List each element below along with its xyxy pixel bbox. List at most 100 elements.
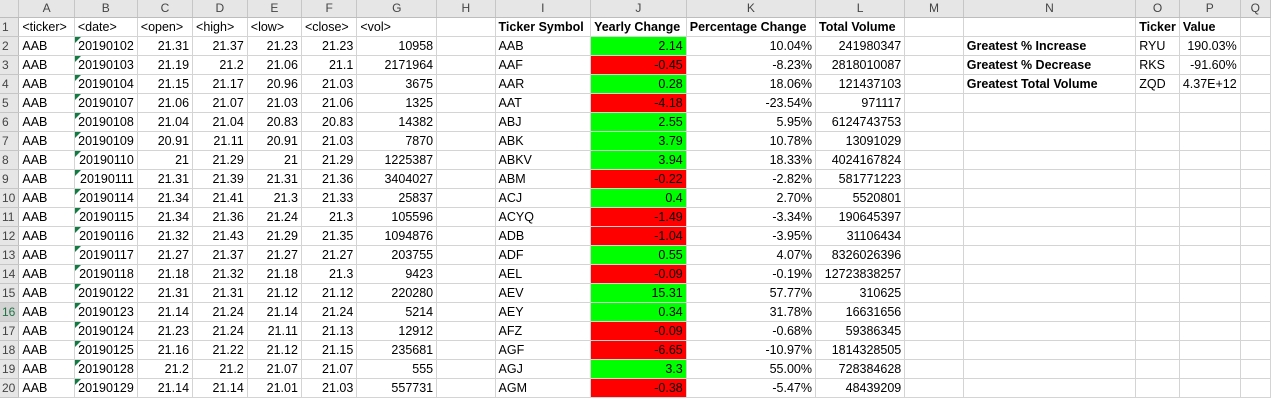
cell-empty[interactable] [436,378,496,398]
cell-empty[interactable] [436,226,496,246]
cell-vol[interactable]: 3404027 [356,169,438,189]
cell-empty[interactable] [1240,340,1271,360]
cell-vol[interactable]: 14382 [356,112,438,132]
cell-date[interactable]: 20190118 [74,264,138,284]
cell-ticker-symbol[interactable]: AAF [495,55,592,75]
column-header-l[interactable]: L [815,0,906,18]
cell-high[interactable]: 21.22 [192,340,248,360]
cell-ticker[interactable]: AAB [18,378,75,398]
cell-low[interactable]: 21.12 [247,283,302,303]
row-header-12[interactable]: 12 [0,226,20,246]
header-low[interactable]: <low> [247,17,302,37]
cell-empty[interactable] [436,359,496,379]
cell-empty[interactable] [436,302,496,322]
cell-date[interactable]: 20190103 [74,55,138,75]
cell-empty[interactable] [1179,245,1241,265]
cell-ticker-symbol[interactable]: AEL [495,264,592,284]
cell-empty[interactable] [436,321,496,341]
cell-greatest-ticker[interactable]: RKS [1135,55,1180,75]
cell-empty[interactable] [1240,188,1271,208]
cell-vol[interactable]: 1225387 [356,150,438,170]
cell-empty[interactable] [963,359,1137,379]
cell-empty[interactable] [1240,378,1271,398]
cell-vol[interactable]: 25837 [356,188,438,208]
cell-empty[interactable] [1240,283,1271,303]
cell-yearly-change[interactable]: -6.65 [590,340,687,360]
cell-percentage-change[interactable]: 57.77% [686,283,817,303]
cell-empty[interactable] [1135,302,1180,322]
cell-greatest-label[interactable]: Greatest % Decrease [963,55,1137,75]
cell-ticker-symbol[interactable]: AGF [495,340,592,360]
header-yearly-change[interactable]: Yearly Change [590,17,687,37]
cell-ticker[interactable]: AAB [18,169,75,189]
cell-close[interactable]: 21.24 [301,302,358,322]
cell-percentage-change[interactable]: 18.06% [686,74,817,94]
cell-yearly-change[interactable]: 2.55 [590,112,687,132]
cell-open[interactable]: 20.91 [137,131,194,151]
cell-date[interactable]: 20190111 [74,169,138,189]
cell-empty[interactable] [1179,226,1241,246]
cell-percentage-change[interactable]: -8.23% [686,55,817,75]
cell-percentage-change[interactable]: 10.04% [686,36,817,56]
cell-percentage-change[interactable]: -2.82% [686,169,817,189]
cell-empty[interactable] [1240,169,1271,189]
cell-total-volume[interactable]: 1814328505 [815,340,906,360]
cell-low[interactable]: 21.01 [247,378,302,398]
cell-low[interactable]: 21.12 [247,340,302,360]
cell-open[interactable]: 21.23 [137,321,194,341]
cell-ticker-symbol[interactable]: AEV [495,283,592,303]
cell-vol[interactable]: 555 [356,359,438,379]
cell-open[interactable]: 21.14 [137,302,194,322]
cell-ticker[interactable]: AAB [18,74,75,94]
cell-empty[interactable] [904,245,964,265]
cell-empty[interactable] [436,74,496,94]
cell-open[interactable]: 21 [137,150,194,170]
header-ticker[interactable]: <ticker> [18,17,75,37]
cell-open[interactable]: 21.34 [137,188,194,208]
cell-close[interactable]: 21.3 [301,207,358,227]
cell-empty[interactable] [1135,245,1180,265]
cell-date[interactable]: 20190124 [74,321,138,341]
cell-empty[interactable] [436,131,496,151]
column-header-n[interactable]: N [963,0,1137,18]
cell-empty[interactable] [1179,150,1241,170]
cell-low[interactable]: 20.96 [247,74,302,94]
cell-total-volume[interactable]: 31106434 [815,226,906,246]
cell-ticker-symbol[interactable]: AAB [495,36,592,56]
cell-empty[interactable] [904,188,964,208]
cell-vol[interactable]: 220280 [356,283,438,303]
cell-yearly-change[interactable]: -0.09 [590,264,687,284]
cell-ticker[interactable]: AAB [18,55,75,75]
cell-empty[interactable] [1240,207,1271,227]
cell-open[interactable]: 21.2 [137,359,194,379]
cell-empty[interactable] [1240,359,1271,379]
cell-date[interactable]: 20190114 [74,188,138,208]
cell-high[interactable]: 21.17 [192,74,248,94]
cell-total-volume[interactable]: 4024167824 [815,150,906,170]
cell-date[interactable]: 20190122 [74,283,138,303]
cell-empty[interactable] [1179,359,1241,379]
cell-vol[interactable]: 5214 [356,302,438,322]
cell-empty[interactable] [436,340,496,360]
cell-open[interactable]: 21.19 [137,55,194,75]
cell-yearly-change[interactable]: 0.34 [590,302,687,322]
header-percentage-change[interactable]: Percentage Change [686,17,817,37]
cell-empty[interactable] [1135,321,1180,341]
cell-total-volume[interactable]: 581771223 [815,169,906,189]
cell-date[interactable]: 20190123 [74,302,138,322]
row-header-14[interactable]: 14 [0,264,20,284]
cell-close[interactable]: 21.12 [301,283,358,303]
cell-open[interactable]: 21.31 [137,169,194,189]
cell-vol[interactable]: 203755 [356,245,438,265]
cell-yearly-change[interactable]: 2.14 [590,36,687,56]
cell-empty[interactable] [436,112,496,132]
column-header-j[interactable]: J [590,0,687,18]
header-total-volume[interactable]: Total Volume [815,17,906,37]
cell-yearly-change[interactable]: -0.45 [590,55,687,75]
cell-date[interactable]: 20190110 [74,150,138,170]
row-header-8[interactable]: 8 [0,150,20,170]
cell-open[interactable]: 21.32 [137,226,194,246]
cell-yearly-change[interactable]: -0.09 [590,321,687,341]
row-header-6[interactable]: 6 [0,112,20,132]
